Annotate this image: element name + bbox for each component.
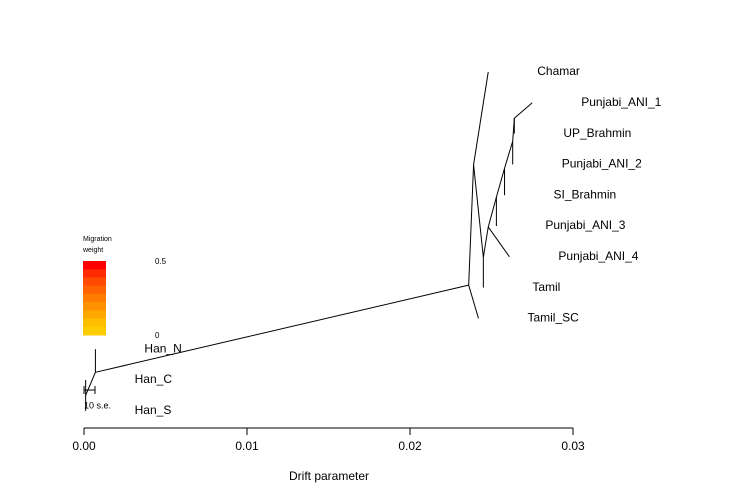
legend-swatch	[83, 277, 106, 287]
legend-swatch	[83, 293, 106, 303]
leaf-label: Tamil_SC	[527, 311, 579, 325]
tree-edge	[85, 372, 96, 396]
leaf-label: Punjabi_ANI_1	[581, 95, 661, 109]
legend-swatch	[83, 310, 106, 320]
tree-edge	[495, 168, 506, 198]
legend-swatch	[83, 326, 106, 336]
legend-title: weight	[82, 247, 103, 254]
leaf-label: Han_C	[135, 372, 173, 386]
x-tick-label: 0.00	[72, 439, 96, 453]
leaf-label: UP_Brahmin	[563, 126, 631, 140]
x-tick-label: 0.03	[561, 439, 585, 453]
x-axis-label: Drift parameter	[289, 469, 369, 483]
tree-edge	[95, 284, 469, 373]
leaf-label: Punjabi_ANI_3	[545, 218, 625, 232]
leaf-label: SI_Brahmin	[554, 187, 617, 201]
leaf-label: Punjabi_ANI_2	[562, 157, 642, 171]
leaf-label: Chamar	[537, 64, 580, 78]
tree-edge	[468, 164, 475, 286]
tree-edge	[513, 102, 533, 119]
x-tick-label: 0.02	[398, 439, 422, 453]
tree-edge	[473, 71, 489, 165]
legend-scale-label: 0.5	[155, 257, 167, 266]
legend-swatch	[83, 302, 106, 311]
tree-edge	[487, 196, 497, 228]
tree-edge	[468, 284, 479, 319]
leaf-label: Han_N	[144, 341, 181, 355]
se-label: 10 s.e.	[84, 400, 111, 410]
x-tick-label: 0.01	[235, 439, 259, 453]
tree-edge	[504, 141, 514, 169]
legend-swatch	[83, 285, 106, 295]
leaf-label: Tamil	[532, 280, 560, 294]
tree-edge	[473, 164, 484, 258]
legend-swatch	[83, 261, 106, 270]
leaf-label: Han_S	[135, 403, 172, 417]
legend-title: Migration	[83, 236, 112, 243]
leaf-label: Punjabi_ANI_4	[558, 249, 638, 263]
legend-swatch	[83, 318, 106, 328]
tree-edge	[487, 226, 510, 258]
legend-swatch	[83, 269, 106, 278]
legend-scale-label: 0	[155, 331, 160, 340]
tree-edge	[482, 226, 489, 258]
